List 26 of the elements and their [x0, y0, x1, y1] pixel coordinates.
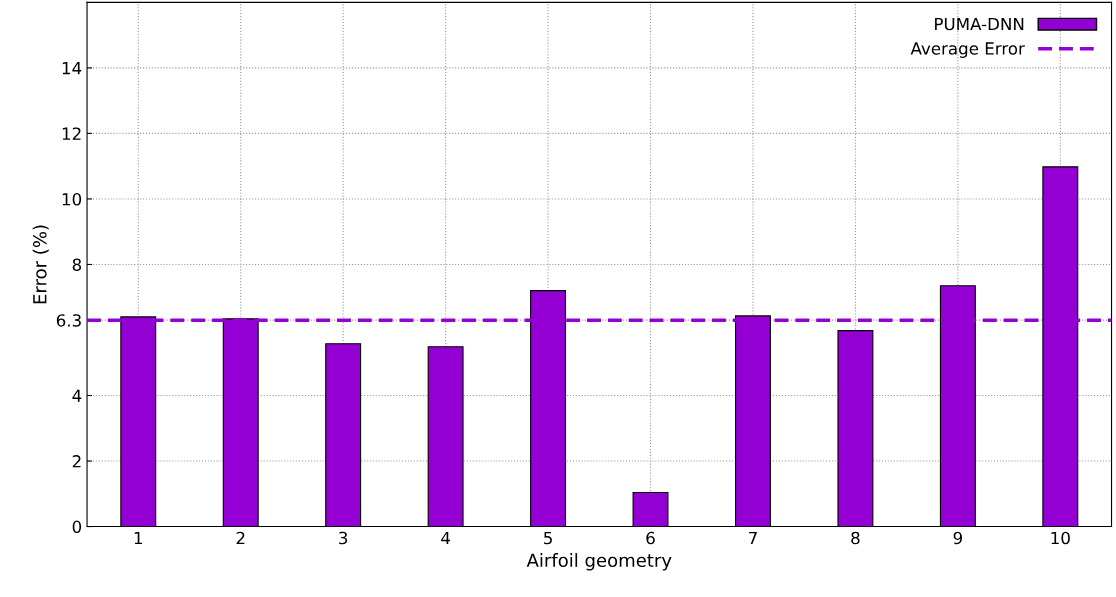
x-axis-title: Airfoil geometry: [526, 553, 672, 571]
bar: [837, 330, 874, 527]
legend-label: PUMA-DNN: [935, 17, 1024, 31]
y-tick-label: 12: [62, 127, 81, 140]
y-tick-label: 10: [62, 192, 82, 206]
x-tick-label: 2: [236, 531, 245, 545]
legend-label: Average Error: [910, 42, 1025, 58]
bar: [325, 343, 362, 527]
x-tick-label: 7: [749, 531, 757, 545]
y-axis-title: Error (%): [32, 225, 49, 304]
bar: [427, 346, 464, 527]
x-tick-label: 6: [646, 531, 655, 545]
y-tick-label: 6.3: [56, 314, 81, 327]
x-tick-label: 10: [1051, 531, 1070, 545]
y-tick-label: 8: [72, 258, 82, 272]
x-tick-label: 8: [851, 531, 860, 545]
y-tick-label: 0: [72, 520, 82, 534]
y-tick-label: 4: [72, 389, 82, 402]
y-tick-label: 2: [72, 455, 81, 468]
x-tick-label: 3: [339, 531, 348, 545]
x-tick-label: 5: [544, 531, 552, 545]
bar: [632, 491, 669, 527]
y-tick-label: 14: [62, 62, 82, 75]
x-tick-label: 4: [441, 531, 450, 545]
x-tick-label: 1: [134, 531, 143, 545]
x-tick-label: 9: [953, 531, 962, 545]
